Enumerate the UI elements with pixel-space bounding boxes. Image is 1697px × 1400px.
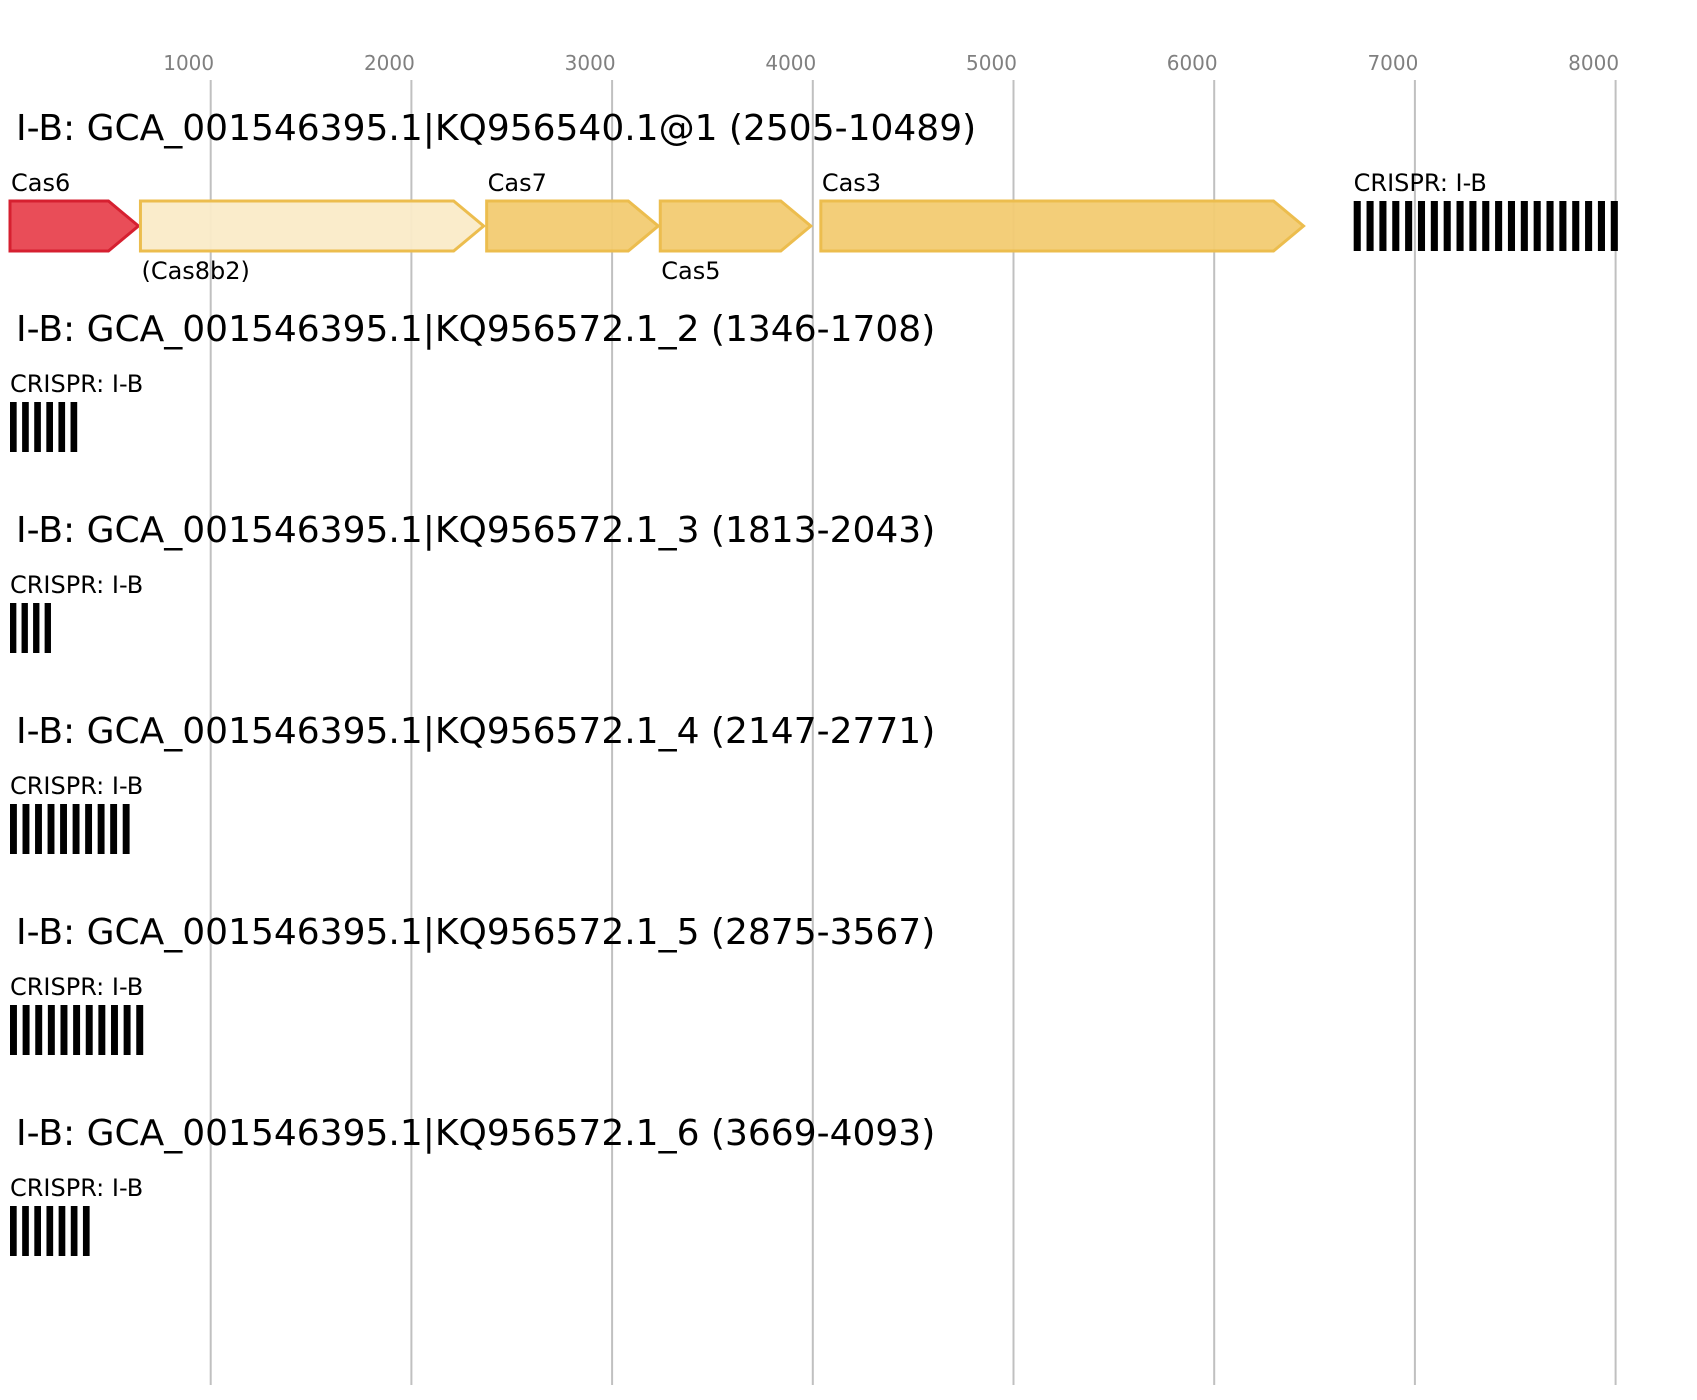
crispr-repeat [85, 1005, 93, 1055]
crispr-repeat [1405, 201, 1413, 251]
crispr-repeat [82, 1206, 90, 1256]
crispr-repeat [1507, 201, 1516, 251]
crispr-label: CRISPR: I-B [1354, 169, 1487, 197]
coordinate-grid: 1000 2000 3000 4000 5000 6000 7000 8000 [163, 51, 1619, 1385]
crispr-repeat [47, 1005, 55, 1055]
crispr-label: CRISPR: I-B [10, 772, 143, 800]
crispr-repeat [35, 804, 42, 854]
crispr-repeat [111, 1005, 118, 1055]
crispr-repeat [21, 603, 28, 653]
crispr-repeat [1520, 201, 1528, 251]
track: I-B: GCA_001546395.1|KQ956572.1_3 (1813-… [10, 510, 935, 653]
crispr-repeat [70, 1206, 78, 1256]
crispr-repeat [1392, 201, 1400, 251]
crispr-repeat [1443, 201, 1451, 251]
crispr-repeat [10, 1005, 17, 1055]
track: I-B: GCA_001546395.1|KQ956572.1_6 (3669-… [10, 1113, 935, 1256]
crispr-repeat [98, 1005, 106, 1055]
crispr-repeat [10, 603, 17, 653]
crispr-label: CRISPR: I-B [10, 973, 143, 1001]
gene-arrow-cas6 [8, 199, 141, 253]
crispr-repeat [1533, 201, 1541, 251]
crispr-repeat [46, 1206, 54, 1256]
crispr-repeat [70, 402, 78, 452]
crispr-label: CRISPR: I-B [10, 571, 143, 599]
crispr-repeat [110, 804, 118, 854]
crispr-repeat [1430, 201, 1438, 251]
gene-label: (Cas8b2) [141, 257, 249, 285]
gene-label: Cas7 [488, 169, 547, 197]
axis-tick-label: 6000 [1167, 51, 1218, 75]
axis-tick-label: 3000 [565, 51, 616, 75]
crispr-repeat [1379, 201, 1387, 251]
crispr-repeat [1495, 201, 1503, 251]
crispr-repeat [1559, 201, 1567, 251]
axis-tick-label: 4000 [765, 51, 816, 75]
crispr-repeat [1417, 201, 1426, 251]
track-title: I-B: GCA_001546395.1|KQ956572.1_2 (1346-… [16, 309, 935, 350]
crispr-repeat [1546, 201, 1554, 251]
axis-tick-label: 5000 [966, 51, 1017, 75]
crispr-repeat [35, 1005, 43, 1055]
axis-tick-label: 7000 [1367, 51, 1418, 75]
crispr-repeat [34, 1206, 41, 1256]
track: I-B: GCA_001546395.1|KQ956572.1_2 (1346-… [10, 309, 935, 452]
gene-label: Cas5 [661, 257, 720, 285]
crispr-repeat [1597, 201, 1605, 251]
track-title: I-B: GCA_001546395.1|KQ956572.1_4 (2147-… [16, 711, 935, 752]
gene-label: Cas3 [822, 169, 881, 197]
crispr-repeat [73, 1005, 81, 1055]
track-title: I-B: GCA_001546395.1|KQ956572.1_6 (3669-… [16, 1113, 935, 1154]
crispr-repeat [22, 402, 29, 452]
crispr-repeat [58, 402, 66, 452]
crispr-repeat [60, 804, 67, 854]
crispr-repeat [1585, 201, 1593, 251]
crispr-repeat [10, 1206, 17, 1256]
gene-arrow-cas3 [819, 199, 1306, 253]
crispr-repeat [1610, 201, 1618, 251]
crispr-repeat [58, 1206, 66, 1256]
track: I-B: GCA_001546395.1|KQ956540.1@1 (2505-… [8, 108, 1618, 285]
crispr-repeat [47, 804, 55, 854]
track: I-B: GCA_001546395.1|KQ956572.1_4 (2147-… [10, 711, 935, 854]
crispr-repeat [34, 402, 41, 452]
crispr-repeat [97, 804, 105, 854]
gene-arrow-cas7 [485, 199, 661, 253]
track-title: I-B: GCA_001546395.1|KQ956540.1@1 (2505-… [16, 108, 976, 149]
tracks: I-B: GCA_001546395.1|KQ956540.1@1 (2505-… [8, 108, 1618, 1256]
crispr-repeat [1482, 201, 1490, 251]
crispr-repeat [1572, 201, 1580, 251]
crispr-repeat [136, 1005, 144, 1055]
gene-arrow-cas8b2 [138, 199, 486, 253]
gene-label: Cas6 [11, 169, 70, 197]
crispr-repeat [85, 804, 93, 854]
axis-tick-label: 2000 [364, 51, 415, 75]
crispr-repeat [44, 603, 51, 653]
crispr-repeat [122, 804, 130, 854]
crispr-repeat [1456, 201, 1464, 251]
crispr-repeat [1353, 201, 1361, 251]
track-title: I-B: GCA_001546395.1|KQ956572.1_3 (1813-… [16, 510, 935, 551]
axis-tick-label: 1000 [163, 51, 214, 75]
crispr-repeat [123, 1005, 131, 1055]
crispr-repeat [33, 603, 40, 653]
track: I-B: GCA_001546395.1|KQ956572.1_5 (2875-… [10, 912, 935, 1055]
crispr-repeat [22, 1005, 30, 1055]
track-title: I-B: GCA_001546395.1|KQ956572.1_5 (2875-… [16, 912, 935, 953]
axis-tick-label: 8000 [1568, 51, 1619, 75]
crispr-repeat [46, 402, 53, 452]
crispr-repeat [72, 804, 80, 854]
crispr-repeat [22, 1206, 29, 1256]
gene-arrow-cas5 [658, 199, 814, 253]
crispr-label: CRISPR: I-B [10, 1174, 143, 1202]
crispr-repeat [60, 1005, 68, 1055]
crispr-label: CRISPR: I-B [10, 370, 143, 398]
crispr-repeat [1469, 201, 1477, 251]
crispr-repeat [1366, 201, 1374, 251]
crispr-repeat [22, 804, 30, 854]
crispr-repeat [10, 804, 17, 854]
crispr-repeat [10, 402, 17, 452]
